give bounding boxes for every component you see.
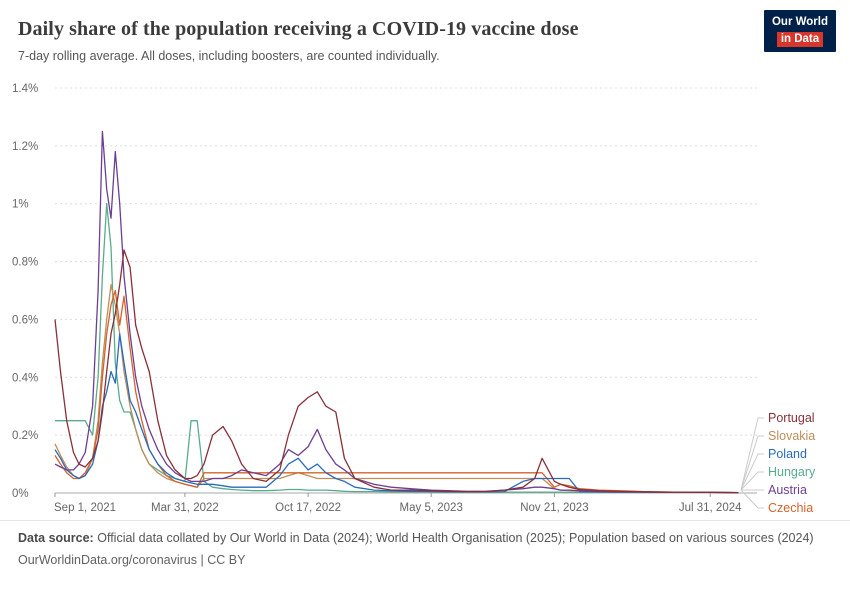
x-axis-tick-label: Jul 31, 2024 [679,502,742,514]
chart-footer: Data source: Official data collated by O… [0,520,850,569]
chart-header: Daily share of the population receiving … [0,0,850,65]
chart-line-slovakia [54,284,739,494]
legend-connector [740,435,764,491]
x-axis-tick-label: Nov 21, 2023 [520,502,588,514]
y-axis-tick-label: 0.8% [12,257,38,269]
y-axis-tick-label: 0.4% [12,372,38,384]
x-axis-tick-label: Sep 1, 2021 [54,502,116,514]
chart-line-austria [54,130,739,494]
legend-connector [740,417,764,491]
chart-line-hungary [55,203,739,494]
legend-item-poland[interactable]: Poland [768,447,807,461]
y-axis-tick-label: 1.2% [12,141,38,153]
data-source-text: Official data collated by Our World in D… [97,531,814,545]
data-source-line: Data source: Official data collated by O… [18,529,832,547]
line-chart: 0% 0.2% 0.4% 0.6% 0.8% 1% 1.2% 1.4% Sep 1, 2021 M… [12,83,816,515]
legend-connector [740,453,764,491]
owid-logo[interactable]: Our World in Data [763,10,836,52]
owid-logo-line1: Our World [771,16,828,28]
legend-item-czechia[interactable]: Czechia [768,501,813,515]
data-source-label: Data source: [18,531,94,545]
chart-line-czechia [54,289,739,494]
chart-subtitle: 7-day rolling average. All doses, includ… [18,49,440,63]
x-axis-tick-label: Oct 17, 2022 [275,502,341,514]
legend-item-slovakia[interactable]: Slovakia [768,429,815,443]
y-axis-tick-label: 0.6% [12,314,38,326]
legend-item-hungary[interactable]: Hungary [768,465,816,479]
y-axis-tick-label: 1% [12,199,29,211]
x-axis-tick-label: Mar 31, 2022 [151,502,219,514]
owid-chart-page: Daily share of the population receiving … [0,0,850,569]
y-axis-tick-label: 0% [12,488,29,500]
chart-line-portugal [54,249,739,494]
page-title: Daily share of the population receiving … [18,18,579,40]
legend-item-austria[interactable]: Austria [768,483,807,497]
license-line[interactable]: OurWorldinData.org/coronavirus | CC BY [18,553,246,568]
owid-logo-line2: in Data [776,31,824,47]
y-axis-tick-label: 0.2% [12,430,38,442]
legend-connector [740,489,764,509]
legend-item-portugal[interactable]: Portugal [768,411,815,425]
x-axis-tick-label: May 5, 2023 [400,502,463,514]
chart-line-poland [54,333,739,494]
y-axis-tick-label: 1.4% [12,83,38,95]
legend-connector [740,471,764,491]
